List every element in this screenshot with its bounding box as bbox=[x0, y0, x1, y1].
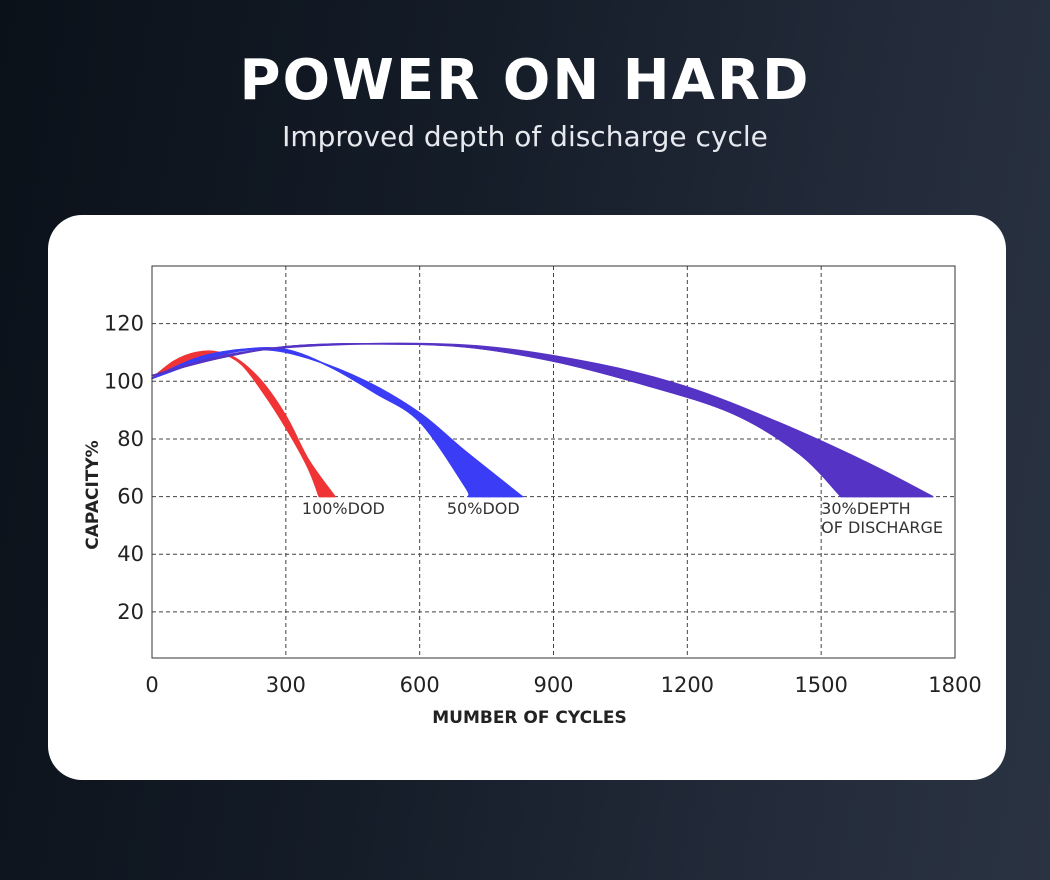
series-label-1: 100%DOD bbox=[302, 499, 385, 518]
x-axis-title: MUMBER OF CYCLES bbox=[432, 708, 627, 728]
x-tick-label: 600 bbox=[400, 673, 440, 697]
y-tick-label: 120 bbox=[104, 312, 144, 336]
series-band-3 bbox=[151, 342, 934, 498]
series-upper-edge bbox=[151, 347, 471, 497]
series-layer bbox=[151, 342, 934, 498]
x-tick-label: 1800 bbox=[928, 673, 981, 697]
label-layer: 100%DOD 50%DOD 30%DEPTH OF DISCHARGE bbox=[302, 499, 943, 537]
series-band-2 bbox=[151, 347, 524, 498]
series-band-fill bbox=[151, 342, 934, 498]
cycle-life-chart: 0 300 600 900 1200 1500 1800 20 40 60 80 100 120 MUM… bbox=[83, 265, 982, 728]
x-tick-label: 1500 bbox=[794, 673, 847, 697]
series-upper-edge bbox=[151, 342, 842, 498]
tick-layer: 0 300 600 900 1200 1500 1800 20 40 60 80 100 120 bbox=[104, 312, 982, 697]
x-tick-label: 300 bbox=[266, 673, 306, 697]
grid-layer bbox=[152, 266, 955, 658]
y-tick-label: 100 bbox=[104, 369, 144, 393]
plot-frame bbox=[151, 265, 956, 659]
series-label-3: 30%DEPTH OF DISCHARGE bbox=[821, 499, 943, 537]
y-axis-title: CAPACITY% bbox=[83, 440, 103, 549]
page-subtitle: Improved depth of discharge cycle bbox=[282, 120, 768, 153]
series-label-2: 50%DOD bbox=[447, 499, 520, 518]
x-tick-label: 900 bbox=[533, 673, 573, 697]
x-tick-label: 1200 bbox=[661, 673, 714, 697]
page-title: POWER ON HARD bbox=[239, 48, 811, 113]
y-tick-label: 40 bbox=[117, 542, 144, 566]
y-tick-label: 80 bbox=[117, 427, 144, 451]
series-band-1 bbox=[151, 350, 336, 498]
series-band-fill bbox=[151, 350, 336, 498]
x-tick-label: 0 bbox=[145, 673, 158, 697]
y-tick-label: 60 bbox=[117, 485, 144, 509]
series-upper-edge bbox=[151, 350, 321, 497]
chart-card: 0 300 600 900 1200 1500 1800 20 40 60 80 100 120 MUM… bbox=[48, 215, 1006, 780]
y-tick-label: 20 bbox=[117, 600, 144, 624]
